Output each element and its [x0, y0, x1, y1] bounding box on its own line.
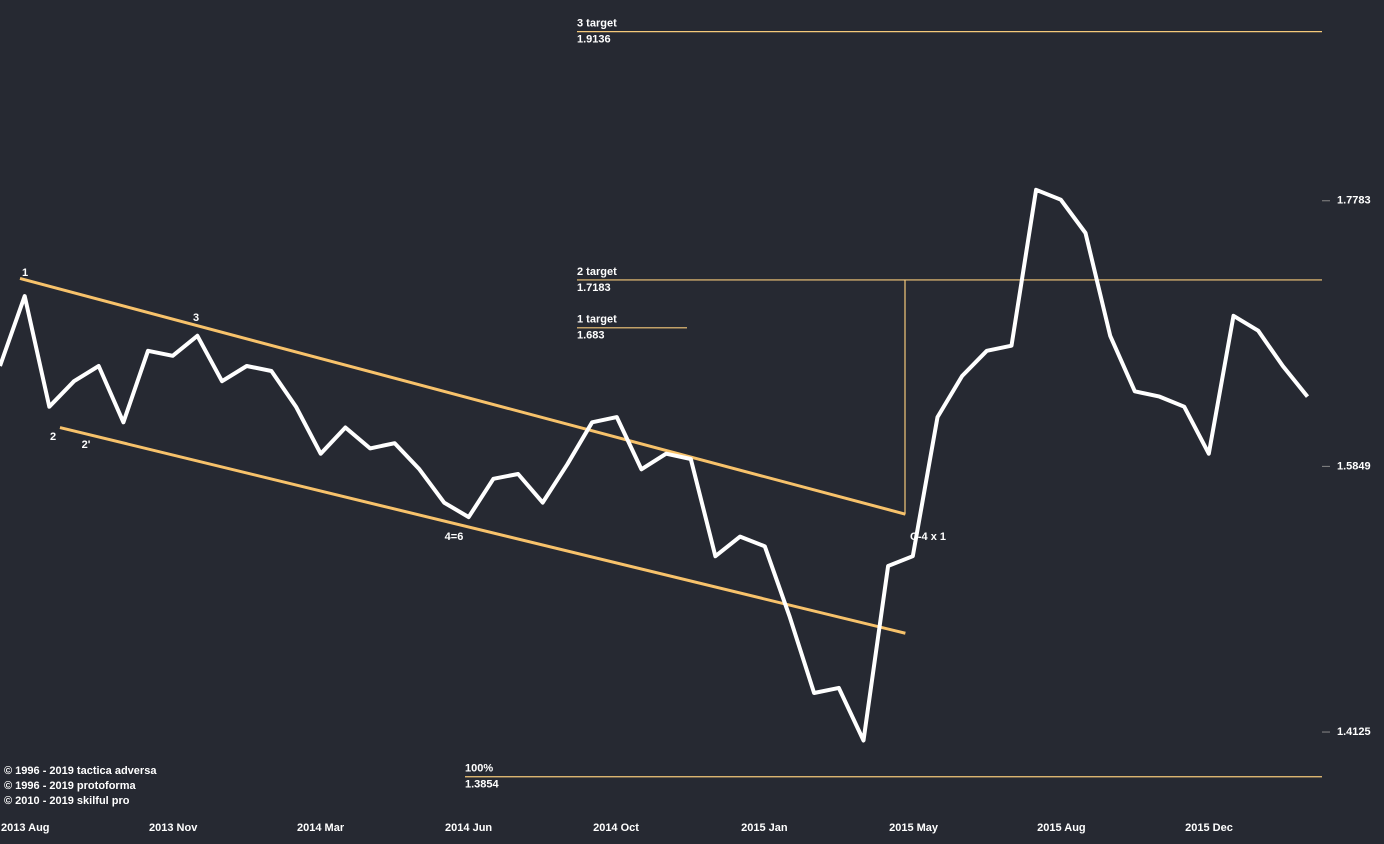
x-tick-label: 2015 Jan [741, 822, 788, 834]
x-tick-label: 2015 Dec [1185, 822, 1233, 834]
x-tick-label: 2014 Mar [297, 822, 345, 834]
channel-line [19, 277, 906, 516]
target-value: 1.9136 [577, 34, 611, 46]
x-tick-label: 2013 Aug [1, 822, 50, 834]
copyright: © 1996 - 2019 protoforma [4, 780, 136, 792]
price-line [0, 187, 1310, 743]
y-tick-label: 1.7783 [1337, 195, 1371, 207]
y-tick-label: 1.5849 [1337, 460, 1371, 472]
wave-label: 1 [22, 267, 28, 279]
wave-label: 4=6 [445, 531, 464, 543]
copyright: © 2010 - 2019 skilful pro [4, 795, 130, 807]
target-value: 1.7183 [577, 282, 611, 294]
wave-label: 3 [193, 312, 199, 324]
y-tick-label: 1.4125 [1337, 726, 1371, 738]
target-label: 2 target [577, 266, 617, 278]
x-tick-label: 2015 Aug [1037, 822, 1086, 834]
x-tick-label: 2015 May [889, 822, 939, 834]
x-tick-label: 2014 Jun [445, 822, 492, 834]
copyright: © 1996 - 2019 tactica adversa [4, 765, 157, 777]
wave-label: 2' [82, 439, 91, 451]
channel-line [59, 426, 906, 635]
target-label: 1 target [577, 314, 617, 326]
target-label: 3 target [577, 18, 617, 30]
target-value: 1.3854 [465, 779, 500, 791]
wave-label: C-4 x 1 [910, 531, 946, 543]
x-tick-label: 2013 Nov [149, 822, 198, 834]
target-label: 100% [465, 763, 493, 775]
target-value: 1.683 [577, 330, 605, 342]
wave-label: 2 [50, 431, 56, 443]
x-tick-label: 2014 Oct [593, 822, 639, 834]
